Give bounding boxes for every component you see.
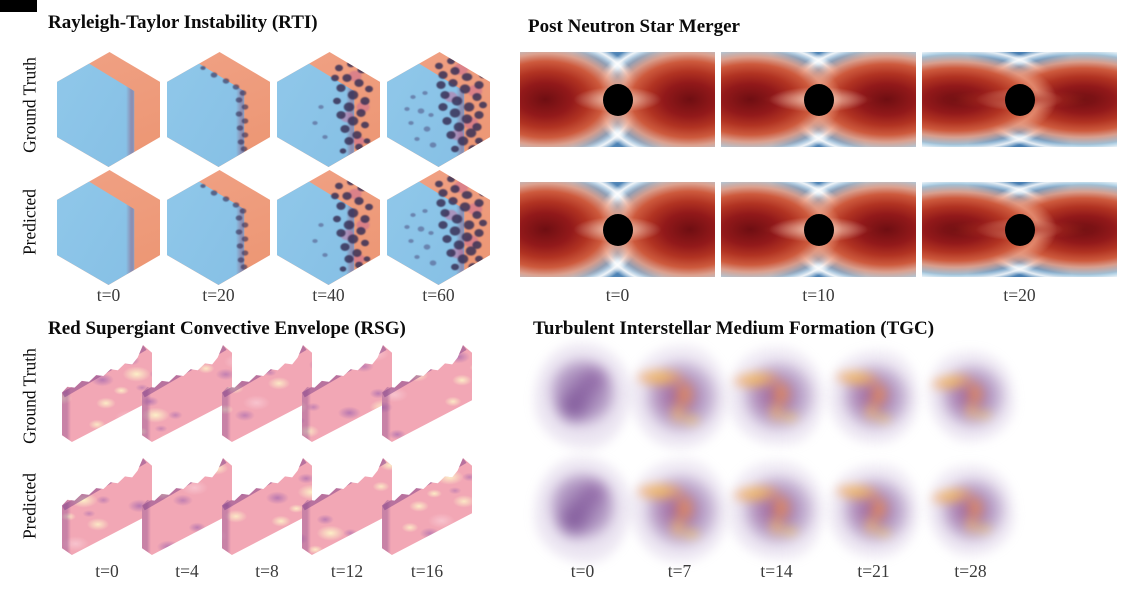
- rti-sim-image-predicted-t=20: [167, 170, 270, 285]
- time-label: t=16: [410, 561, 444, 581]
- panel-red-supergiant-envelope: Red Supergiant Convective Envelope (RSG)…: [0, 306, 512, 608]
- time-label: t=8: [255, 561, 279, 581]
- rti-sim-image-predicted-t=40: [277, 170, 380, 285]
- time-label: t=4: [175, 561, 199, 581]
- rsg-sim-image-ground-truth-t=0: [62, 345, 152, 442]
- nsm-sim-image-ground-truth-t=20: [922, 52, 1117, 147]
- rsg-sim-image-predicted-t=0: [62, 458, 152, 555]
- figure-rows: [0, 0, 512, 306]
- time-label: t=0: [96, 285, 121, 305]
- nsm-sim-image-ground-truth-t=10: [721, 52, 916, 147]
- tgc-sim-image-ground-truth-t=21: [825, 340, 922, 452]
- panel-title: Turbulent Interstellar Medium Formation …: [533, 318, 935, 339]
- screenshot-corner-artifact: [0, 0, 37, 12]
- time-label: t=7: [667, 561, 692, 581]
- nsm-time-labels: t=0 t=10 t=20: [520, 285, 1117, 306]
- rsg-time-labels: t=0 t=4 t=8 t=12 t=16: [67, 561, 467, 582]
- rsg-sim-image-ground-truth-t=12: [302, 345, 392, 442]
- time-label: t=60: [422, 285, 455, 305]
- tgc-sim-image-ground-truth-t=7: [631, 340, 728, 452]
- tgc-sim-image-predicted-t=7: [631, 454, 728, 566]
- rsg-row-ground-truth: [62, 345, 472, 442]
- rsg-sim-image-predicted-t=4: [142, 458, 232, 555]
- time-label: t=14: [760, 561, 793, 581]
- time-label: t=20: [202, 285, 235, 305]
- tgc-sim-image-predicted-t=21: [825, 454, 922, 566]
- rsg-row-predicted: [62, 458, 472, 555]
- time-label: t=40: [312, 285, 345, 305]
- nsm-sim-image-predicted-t=20: [922, 182, 1117, 277]
- time-label: t=28: [954, 561, 987, 581]
- tgc-sim-image-predicted-t=28: [922, 454, 1019, 566]
- panel-title: Red Supergiant Convective Envelope (RSG): [48, 318, 406, 339]
- panel-post-neutron-star-merger: Post Neutron Star Merger t=0 t=10 t=20: [512, 0, 1138, 306]
- row-label-predicted: Predicted: [19, 188, 40, 256]
- time-label: t=0: [570, 561, 595, 581]
- tgc-sim-image-ground-truth-t=28: [922, 340, 1019, 452]
- time-label: t=21: [857, 561, 890, 581]
- rti-time-labels: t=0 t=20 t=40 t=60: [57, 285, 490, 306]
- rsg-sim-image-ground-truth-t=16: [382, 345, 472, 442]
- rti-sim-image-ground-truth-t=40: [277, 52, 380, 167]
- panel-title: Rayleigh-Taylor Instability (RTI): [48, 12, 318, 33]
- rti-sim-image-ground-truth-t=20: [167, 52, 270, 167]
- panel-rayleigh-taylor-instability: Rayleigh-Taylor Instability (RTI) Ground…: [0, 0, 512, 306]
- time-label: t=0: [605, 285, 630, 305]
- rti-sim-image-ground-truth-t=60: [387, 52, 490, 167]
- row-label-ground-truth: Ground Truth: [19, 348, 40, 444]
- tgc-sim-image-ground-truth-t=14: [728, 340, 825, 452]
- time-label: t=12: [330, 561, 364, 581]
- rti-sim-image-ground-truth-t=0: [57, 52, 160, 167]
- rti-row-predicted: [57, 170, 490, 285]
- figure-rows: [0, 306, 512, 608]
- tgc-row-ground-truth: [534, 340, 1019, 452]
- time-label: t=0: [95, 561, 119, 581]
- nsm-row-predicted: [520, 182, 1117, 277]
- tgc-row-predicted: [534, 454, 1019, 566]
- time-label: t=10: [802, 285, 835, 305]
- rti-sim-image-predicted-t=0: [57, 170, 160, 285]
- tgc-time-labels: t=0 t=7 t=14 t=21 t=28: [534, 561, 1019, 582]
- rsg-sim-image-predicted-t=16: [382, 458, 472, 555]
- panel-title: Post Neutron Star Merger: [528, 16, 740, 37]
- nsm-sim-image-ground-truth-t=0: [520, 52, 715, 147]
- tgc-sim-image-predicted-t=0: [534, 454, 631, 566]
- nsm-sim-image-predicted-t=10: [721, 182, 916, 277]
- nsm-row-ground-truth: [520, 52, 1117, 147]
- tgc-sim-image-predicted-t=14: [728, 454, 825, 566]
- tgc-sim-image-ground-truth-t=0: [534, 340, 631, 452]
- row-label-predicted: Predicted: [19, 472, 40, 540]
- rsg-sim-image-predicted-t=8: [222, 458, 312, 555]
- figure-rows: [512, 0, 1138, 306]
- rsg-sim-image-predicted-t=12: [302, 458, 392, 555]
- rti-sim-image-predicted-t=60: [387, 170, 490, 285]
- rsg-sim-image-ground-truth-t=8: [222, 345, 312, 442]
- row-label-ground-truth: Ground Truth: [19, 57, 40, 153]
- panel-turbulent-ism-formation: Turbulent Interstellar Medium Formation …: [512, 306, 1138, 608]
- rsg-sim-image-ground-truth-t=4: [142, 345, 232, 442]
- time-label: t=20: [1003, 285, 1036, 305]
- rti-row-ground-truth: [57, 52, 490, 167]
- nsm-sim-image-predicted-t=0: [520, 182, 715, 277]
